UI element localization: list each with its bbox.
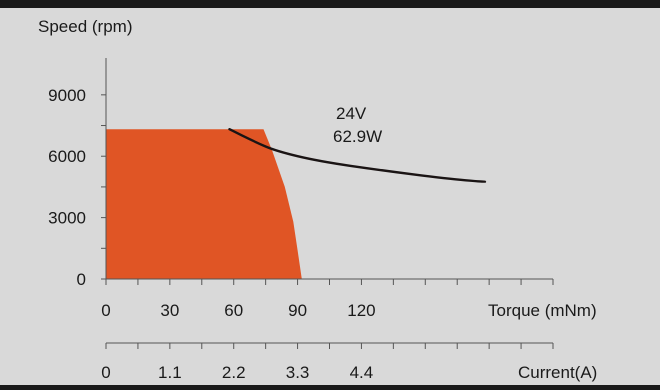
- y-tick-label: 9000: [48, 86, 86, 105]
- chart-background: [0, 8, 660, 385]
- operating-region-area: [106, 129, 302, 279]
- x2-axis-label: Current(A): [518, 363, 597, 382]
- x-tick-label: 0: [101, 301, 110, 320]
- x2-tick-label: 0: [101, 363, 110, 382]
- y-tick-label: 3000: [48, 209, 86, 228]
- y-tick-label: 0: [77, 270, 86, 289]
- y-tick-label: 6000: [48, 147, 86, 166]
- x2-tick-label: 3.3: [286, 363, 310, 382]
- x2-tick-label: 1.1: [158, 363, 182, 382]
- x-tick-label: 90: [288, 301, 307, 320]
- power-annotation: 62.9W: [333, 127, 382, 146]
- x2-tick-label: 4.4: [350, 363, 374, 382]
- x-tick-label: 120: [347, 301, 375, 320]
- x-axis-label: Torque (mNm): [488, 301, 597, 320]
- torque-speed-curve: [228, 127, 487, 184]
- x-tick-label: 30: [160, 301, 179, 320]
- x-tick-label: 60: [224, 301, 243, 320]
- voltage-annotation: 24V: [336, 104, 367, 123]
- x2-tick-label: 2.2: [222, 363, 246, 382]
- y-axis-label: Speed (rpm): [38, 17, 132, 36]
